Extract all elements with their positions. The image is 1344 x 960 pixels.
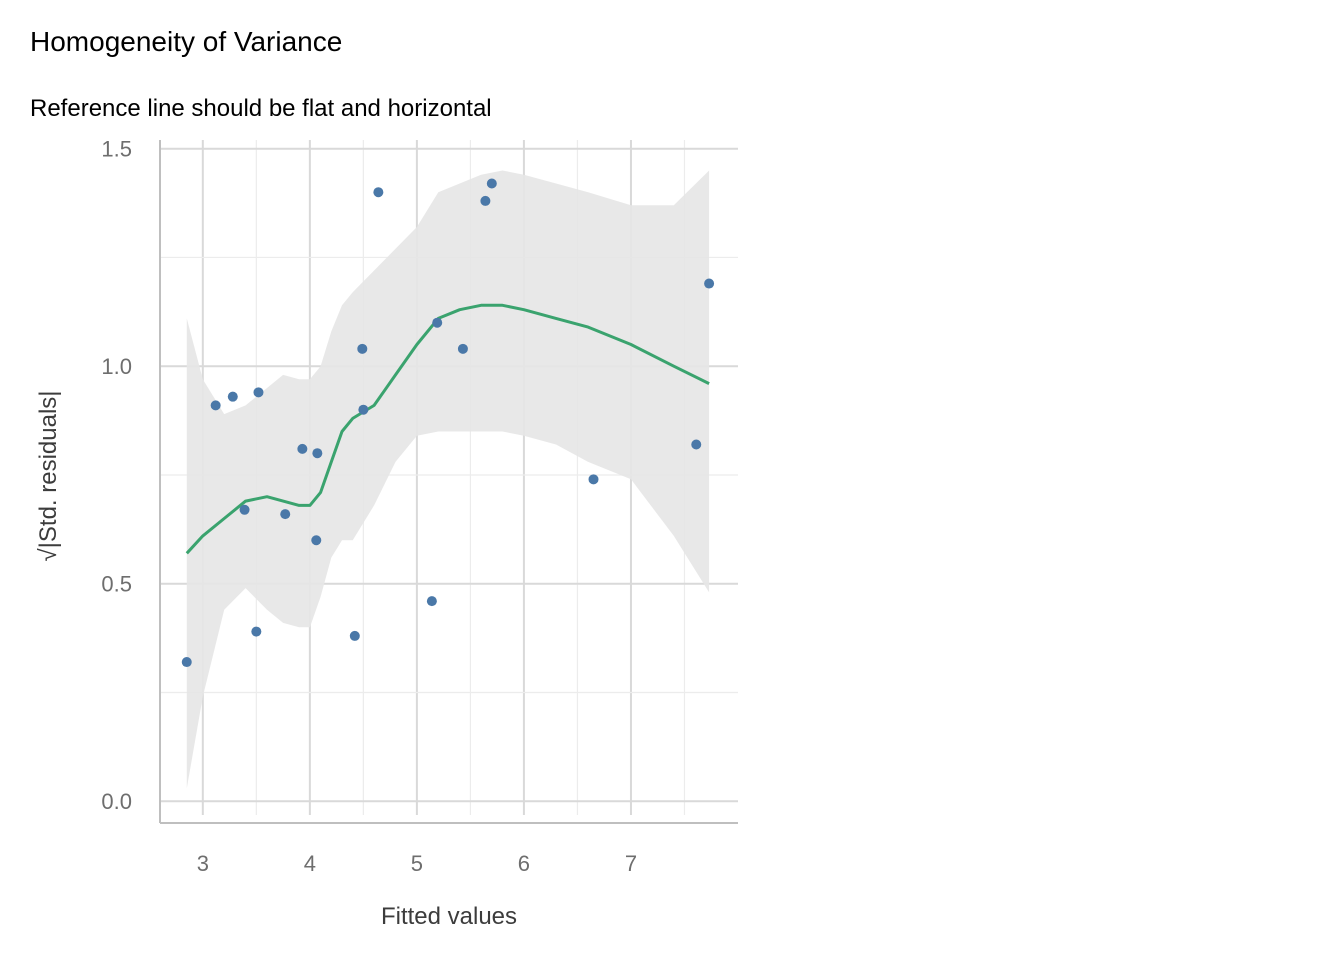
data-point xyxy=(210,400,221,411)
data-point xyxy=(691,439,702,450)
tick-labels: 3 4 5 6 7 0.0 0.5 1.0 1.5 xyxy=(101,137,637,876)
x-tick-label: 4 xyxy=(304,851,316,876)
x-axis-title: Fitted values xyxy=(381,903,517,930)
y-tick-label: 1.5 xyxy=(101,137,132,162)
data-points xyxy=(181,178,715,668)
y-tick-label: 1.0 xyxy=(101,354,132,379)
data-point xyxy=(704,278,715,289)
x-tick-label: 7 xyxy=(625,851,637,876)
data-point xyxy=(349,630,360,641)
data-point xyxy=(358,404,369,415)
data-point xyxy=(239,504,250,515)
data-point xyxy=(297,443,308,454)
x-tick-label: 6 xyxy=(518,851,530,876)
data-point xyxy=(426,596,437,607)
chart-title: Homogeneity of Variance xyxy=(30,26,343,57)
data-point xyxy=(253,387,264,398)
data-point xyxy=(588,474,599,485)
data-point xyxy=(480,195,491,206)
y-axis-title: √|Std. residuals| xyxy=(35,390,62,561)
data-point xyxy=(373,187,384,198)
data-point xyxy=(181,657,192,668)
y-tick-label: 0.0 xyxy=(101,789,132,814)
x-tick-label: 3 xyxy=(197,851,209,876)
axes xyxy=(159,140,738,824)
chart-subtitle: Reference line should be flat and horizo… xyxy=(30,95,492,122)
data-point xyxy=(251,626,262,637)
data-point xyxy=(486,178,497,189)
data-point xyxy=(357,343,368,354)
data-point xyxy=(227,391,238,402)
y-tick-label: 0.5 xyxy=(101,572,132,597)
data-point xyxy=(311,535,322,546)
data-point xyxy=(432,317,443,328)
smooth-line xyxy=(185,303,710,555)
data-point xyxy=(312,448,323,459)
data-point xyxy=(280,509,291,520)
data-point xyxy=(457,343,468,354)
x-tick-label: 5 xyxy=(411,851,423,876)
